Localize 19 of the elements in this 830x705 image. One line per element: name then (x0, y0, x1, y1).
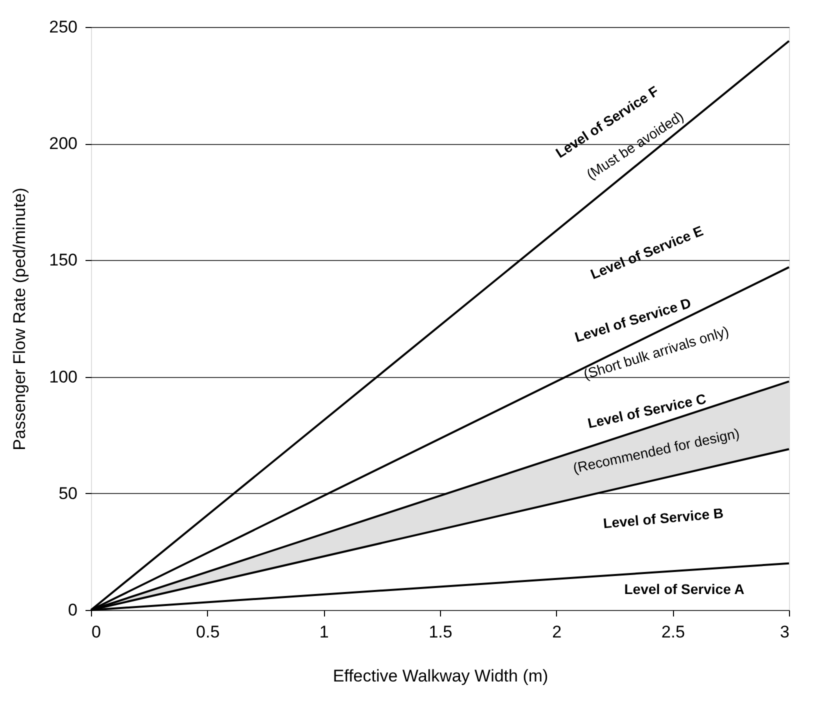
x-tick-label: 2.5 (661, 622, 685, 642)
y-tick-label: 200 (49, 134, 78, 154)
annotation: Level of Service A (624, 580, 744, 597)
y-axis-title: Passenger Flow Rate (ped/minute) (10, 188, 30, 450)
y-tick-label: 50 (58, 484, 78, 503)
x-tick-label: 1 (319, 622, 329, 642)
x-tick-label: 1.5 (428, 622, 452, 642)
x-tick-label: 2 (552, 622, 562, 642)
y-tick-label: 0 (68, 600, 78, 620)
y-tick-label: 250 (49, 18, 78, 36)
x-tick-label: 3 (780, 622, 790, 642)
y-tick-label: 100 (49, 367, 78, 386)
y-tick-label: 150 (49, 250, 78, 270)
annotation: Level of Service B (602, 504, 724, 532)
x-axis-title: Effective Walkway Width (m) (332, 666, 548, 686)
annotation: Level of Service E (588, 222, 706, 282)
x-tick-label: 0.5 (196, 622, 220, 642)
x-tick-label: 0 (92, 622, 101, 642)
annotation: Level of Service C (586, 390, 708, 432)
